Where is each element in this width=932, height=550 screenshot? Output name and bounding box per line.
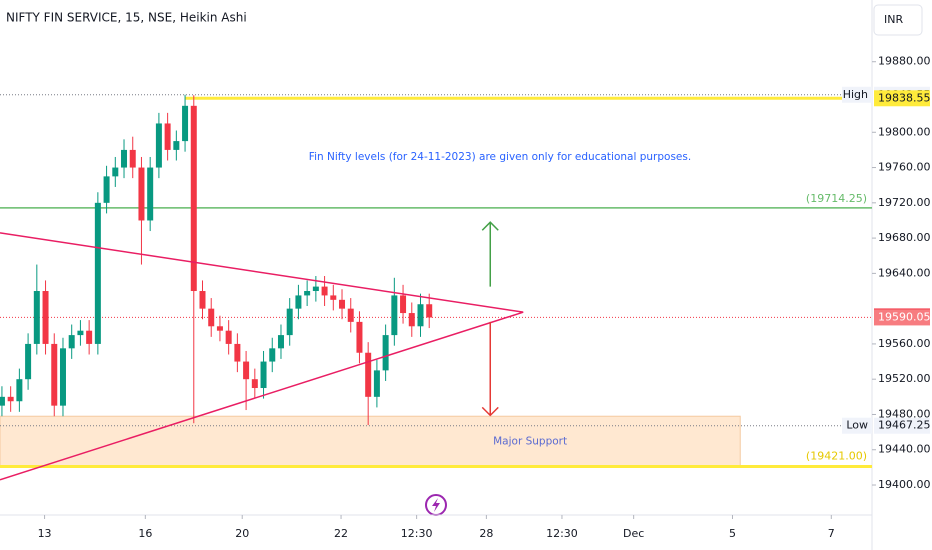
y-tick-label: 19680.00 [878, 231, 931, 244]
high-label: High [843, 88, 868, 101]
low-label: Low [846, 419, 868, 432]
x-tick-label: 22 [334, 527, 348, 540]
y-tick-label: 19760.00 [878, 161, 931, 174]
candle-body [277, 335, 284, 349]
candle-body [234, 343, 241, 362]
candle-body [164, 123, 171, 150]
candle-body [225, 330, 232, 344]
support-zone-label: Major Support [493, 435, 567, 447]
x-tick-label: Dec [623, 527, 644, 540]
y-tick-label: 19800.00 [878, 125, 931, 138]
candle-body [330, 295, 337, 300]
candle-body [347, 308, 354, 322]
y-tick-label: 19400.00 [878, 478, 931, 491]
candle-body [260, 361, 267, 389]
candle-body [417, 304, 424, 327]
currency[interactable]: INR [884, 13, 903, 26]
x-tick-label: 12:30 [401, 527, 433, 540]
target-label: (19714.25) [806, 192, 867, 205]
y-tick-label: 19720.00 [878, 196, 931, 209]
candle-body [7, 396, 14, 402]
x-tick-label: 7 [828, 527, 835, 540]
candle-body [286, 308, 293, 336]
y-tick-label: 19880.00 [878, 55, 931, 68]
candle-body [42, 291, 49, 344]
candle-body [365, 352, 372, 397]
currency-box[interactable] [873, 4, 923, 36]
candle-body [391, 295, 398, 336]
candle-body [251, 379, 258, 389]
candle-body [94, 202, 101, 344]
high-label-box [842, 86, 872, 103]
resistance-value-box [874, 90, 930, 107]
candle-body [68, 335, 75, 349]
candle-body [112, 167, 119, 177]
x-tick-label: 20 [235, 527, 249, 540]
candle-body [408, 313, 415, 327]
y-tick-label: 19520.00 [878, 372, 931, 385]
candle-body [16, 379, 23, 402]
prev-price-box [874, 309, 930, 326]
y-tick-label: 19440.00 [878, 443, 931, 456]
resistance-value: 19838.55 [878, 91, 931, 104]
candle-body [155, 123, 162, 168]
candle-body [400, 295, 407, 314]
candle-body [426, 304, 433, 318]
candle-body [129, 149, 136, 168]
candle-body [199, 291, 206, 309]
candle-body [243, 361, 250, 380]
candle-body [312, 286, 319, 292]
candle-body [304, 291, 311, 296]
candle-body [190, 105, 197, 292]
candle-body [86, 330, 93, 344]
candle-body [339, 299, 346, 309]
support-label: (19421.00) [806, 449, 867, 462]
x-tick-label: 16 [138, 527, 152, 540]
prev-price: 19590.05 [878, 310, 931, 323]
candle-body [25, 343, 32, 380]
candle-body [356, 321, 363, 353]
candle-body [147, 167, 154, 221]
arrow-up [481, 221, 499, 287]
x-tick-label: 12:30 [546, 527, 578, 540]
candle-body [208, 308, 215, 327]
arrow-down [481, 321, 499, 417]
low-label-box [842, 417, 872, 434]
candle-body [59, 348, 66, 406]
candle-body [33, 291, 40, 344]
candle-body [51, 343, 58, 406]
low-value: 19467.25 [878, 419, 931, 432]
candle-body [121, 149, 128, 168]
y-tick-label: 19560.00 [878, 337, 931, 350]
low-value-box [874, 417, 930, 434]
candle-body [216, 326, 223, 331]
x-tick-label: 5 [729, 527, 736, 540]
candle-body [173, 141, 180, 150]
support-zone [0, 415, 741, 467]
candle-body [0, 396, 5, 406]
chart-title: NIFTY FIN SERVICE, 15, NSE, Heikin Ashi [6, 11, 247, 25]
candle-body [373, 370, 380, 397]
y-tick-label: 19480.00 [878, 407, 931, 420]
candle-body [182, 105, 189, 142]
y-tick-label: 19640.00 [878, 266, 931, 279]
x-tick-label: 28 [479, 527, 493, 540]
candle-body [382, 335, 389, 371]
candle-body [321, 286, 328, 296]
candle-body [138, 167, 145, 221]
candle-body [295, 295, 302, 309]
event-bolt [432, 498, 440, 512]
triangle-upper [0, 232, 524, 313]
candle-body [103, 176, 110, 203]
candle-body [77, 330, 84, 336]
candle-body [269, 348, 276, 362]
triangle-lower [0, 311, 524, 481]
x-tick-label: 13 [38, 527, 52, 540]
note: Fin Nifty levels (for 24-11-2023) are gi… [309, 151, 691, 163]
